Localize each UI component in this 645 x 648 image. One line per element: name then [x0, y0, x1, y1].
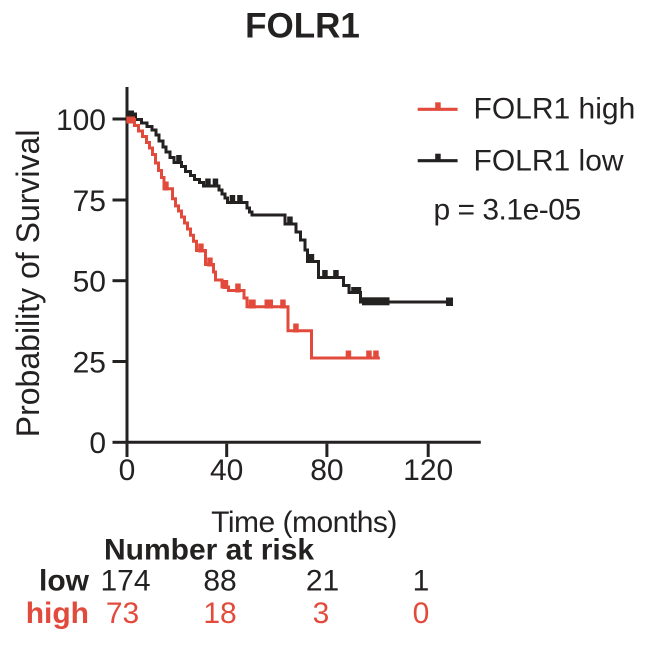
svg-text:75: 75 — [73, 185, 106, 218]
svg-text:FOLR1 low: FOLR1 low — [474, 145, 624, 178]
svg-text:0: 0 — [89, 427, 106, 460]
svg-text:0: 0 — [119, 454, 136, 487]
svg-text:1: 1 — [413, 565, 430, 598]
svg-text:21: 21 — [306, 565, 339, 598]
svg-text:FOLR1: FOLR1 — [245, 7, 360, 46]
svg-text:50: 50 — [73, 266, 106, 299]
svg-text:40: 40 — [210, 454, 243, 487]
svg-text:100: 100 — [56, 104, 106, 137]
svg-text:0: 0 — [413, 597, 430, 630]
svg-text:Time (months): Time (months) — [211, 506, 397, 539]
svg-text:18: 18 — [203, 597, 236, 630]
svg-text:low: low — [39, 565, 90, 598]
svg-text:25: 25 — [73, 346, 106, 379]
svg-text:FOLR1 high: FOLR1 high — [474, 93, 636, 126]
svg-text:174: 174 — [100, 565, 150, 598]
svg-text:3: 3 — [313, 597, 330, 630]
svg-text:Probability of Survival: Probability of Survival — [10, 130, 46, 438]
svg-text:Number at risk: Number at risk — [104, 534, 314, 567]
svg-text:120: 120 — [403, 454, 453, 487]
svg-text:73: 73 — [106, 597, 139, 630]
svg-text:88: 88 — [203, 565, 236, 598]
svg-text:80: 80 — [310, 454, 343, 487]
svg-text:p = 3.1e-05: p = 3.1e-05 — [434, 194, 581, 227]
svg-text:high: high — [26, 597, 89, 630]
